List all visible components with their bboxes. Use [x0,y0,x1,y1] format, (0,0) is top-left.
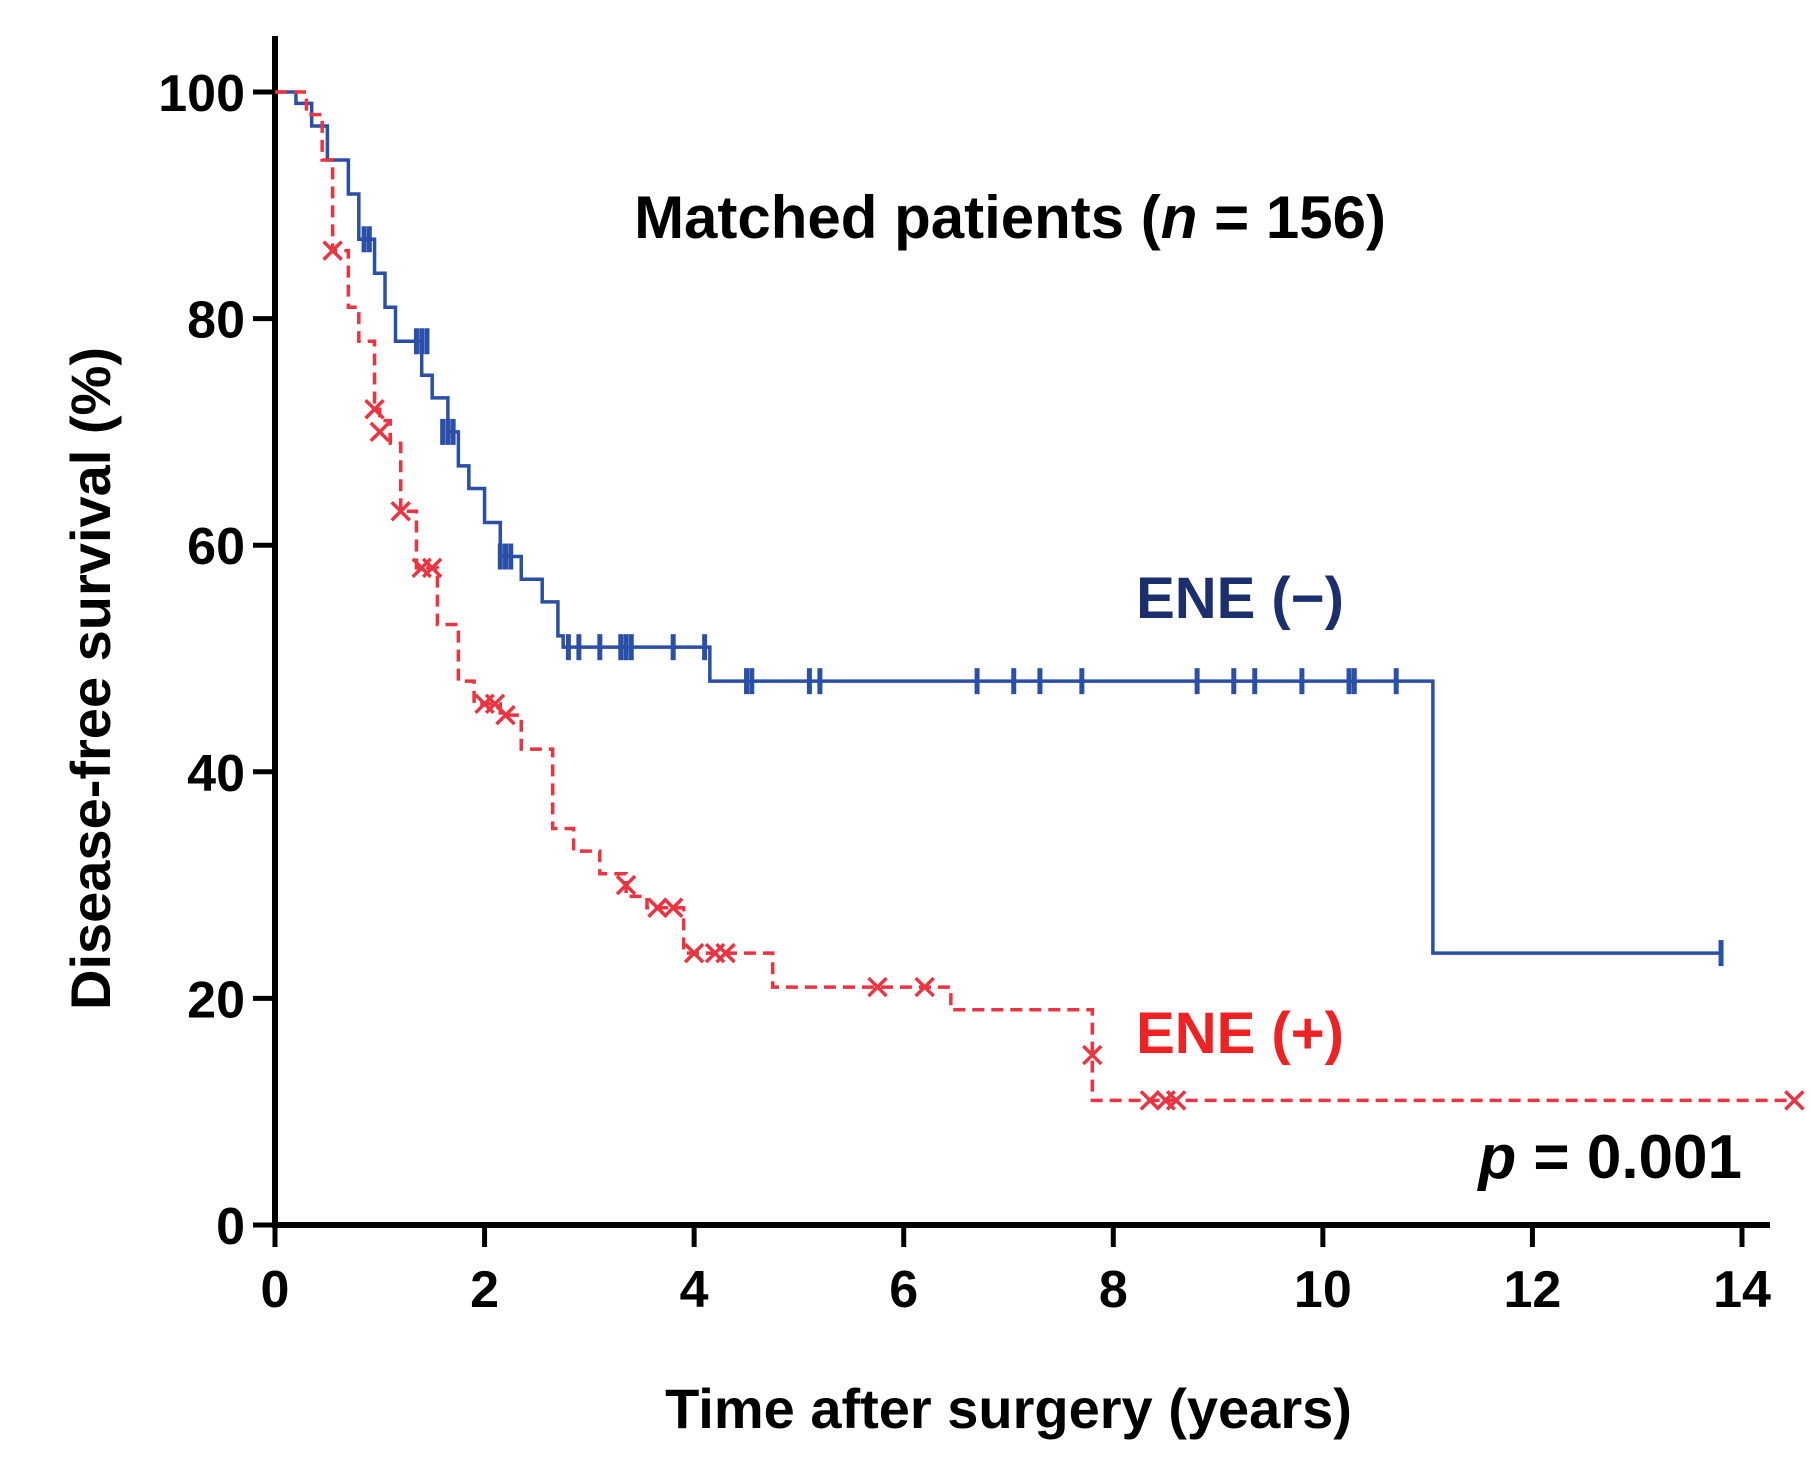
censor-x-marker [662,897,684,918]
x-tick-label: 8 [1099,1261,1128,1319]
censor-x-marker [683,942,705,964]
x-tick-label: 4 [680,1261,709,1319]
censor-x-marker [615,874,637,896]
censor-x-marker [715,942,736,964]
x-axis-title: Time after surgery (years) [665,1377,1352,1440]
censor-x-stroke [484,693,506,715]
x-tick-label: 0 [261,1261,290,1319]
y-tick-label: 20 [187,971,245,1029]
p-value-rest: = 0.001 [1516,1123,1742,1192]
censor-x-stroke [369,421,391,443]
y-tick-label: 0 [216,1198,245,1256]
text-group: 0 2 4 6 8 10 12 14 0 20 40 60 80 100 Time after surger… [59,65,1771,1440]
censor-x-stroke [914,976,935,998]
censor-x-marker [1082,1044,1103,1066]
censor-x-marker [1165,1090,1187,1111]
series-line-ene-positive [275,90,1795,1103]
p-value-italic: p [1476,1123,1516,1192]
censor-x-marker [647,897,668,918]
censor-x-marker [867,976,888,998]
y-tick-label: 40 [187,745,245,803]
censor-x-marker [364,399,385,420]
censor-x-marker [1139,1090,1161,1111]
censor-x-stroke [1139,1090,1161,1111]
x-tick-label: 6 [889,1261,918,1319]
censor-x-stroke [715,942,736,964]
censor-x-stroke [615,874,637,896]
censor-x-marker [369,421,391,443]
censor-x-marker [495,704,516,726]
legend-label-ene-positive: ENE (+) [1136,1001,1344,1066]
x-tick-label: 12 [1504,1261,1562,1319]
censor-x-stroke [390,500,411,522]
censor-x-stroke [1165,1090,1187,1111]
censor-x-stroke [647,897,668,918]
axes-group [253,36,1770,1247]
censor-x-stroke [364,399,385,420]
censor-x-stroke [662,897,684,918]
censor-x-stroke [867,976,888,998]
x-tick-label: 14 [1713,1261,1771,1319]
censor-x-marker [914,976,935,998]
censor-x-stroke [421,557,443,579]
chart-title-part: Matched patients ( [634,184,1161,251]
censor-x-stroke [1784,1090,1805,1111]
x-tick-label: 2 [470,1261,499,1319]
censor-x-stroke [683,942,705,964]
chart-title-part: = 156) [1197,184,1385,251]
series-group [275,90,1795,1103]
censor-x-stroke [1082,1044,1103,1066]
censor-x-marker [390,500,411,522]
x-tick-label: 10 [1294,1261,1352,1319]
censor-x-marker [1784,1090,1805,1111]
series-line-ene-negative [275,90,1722,955]
y-tick-label: 100 [158,65,245,123]
censor-x-stroke [322,240,343,261]
y-axis-title: Disease-free survival (%) [59,347,122,1010]
censor-x-stroke [495,704,516,726]
p-value-annotation: p = 0.001 [1476,1123,1742,1192]
legend-label-ene-negative: ENE (−) [1136,566,1344,631]
y-tick-label: 80 [187,292,245,350]
censor-x-marker [421,557,443,579]
chart-title-italic: n [1161,184,1198,251]
y-tick-label: 60 [187,518,245,576]
chart-title: Matched patients (n = 156) [634,184,1386,251]
censor-markers-group [322,226,1805,1111]
censor-x-marker [322,240,343,261]
